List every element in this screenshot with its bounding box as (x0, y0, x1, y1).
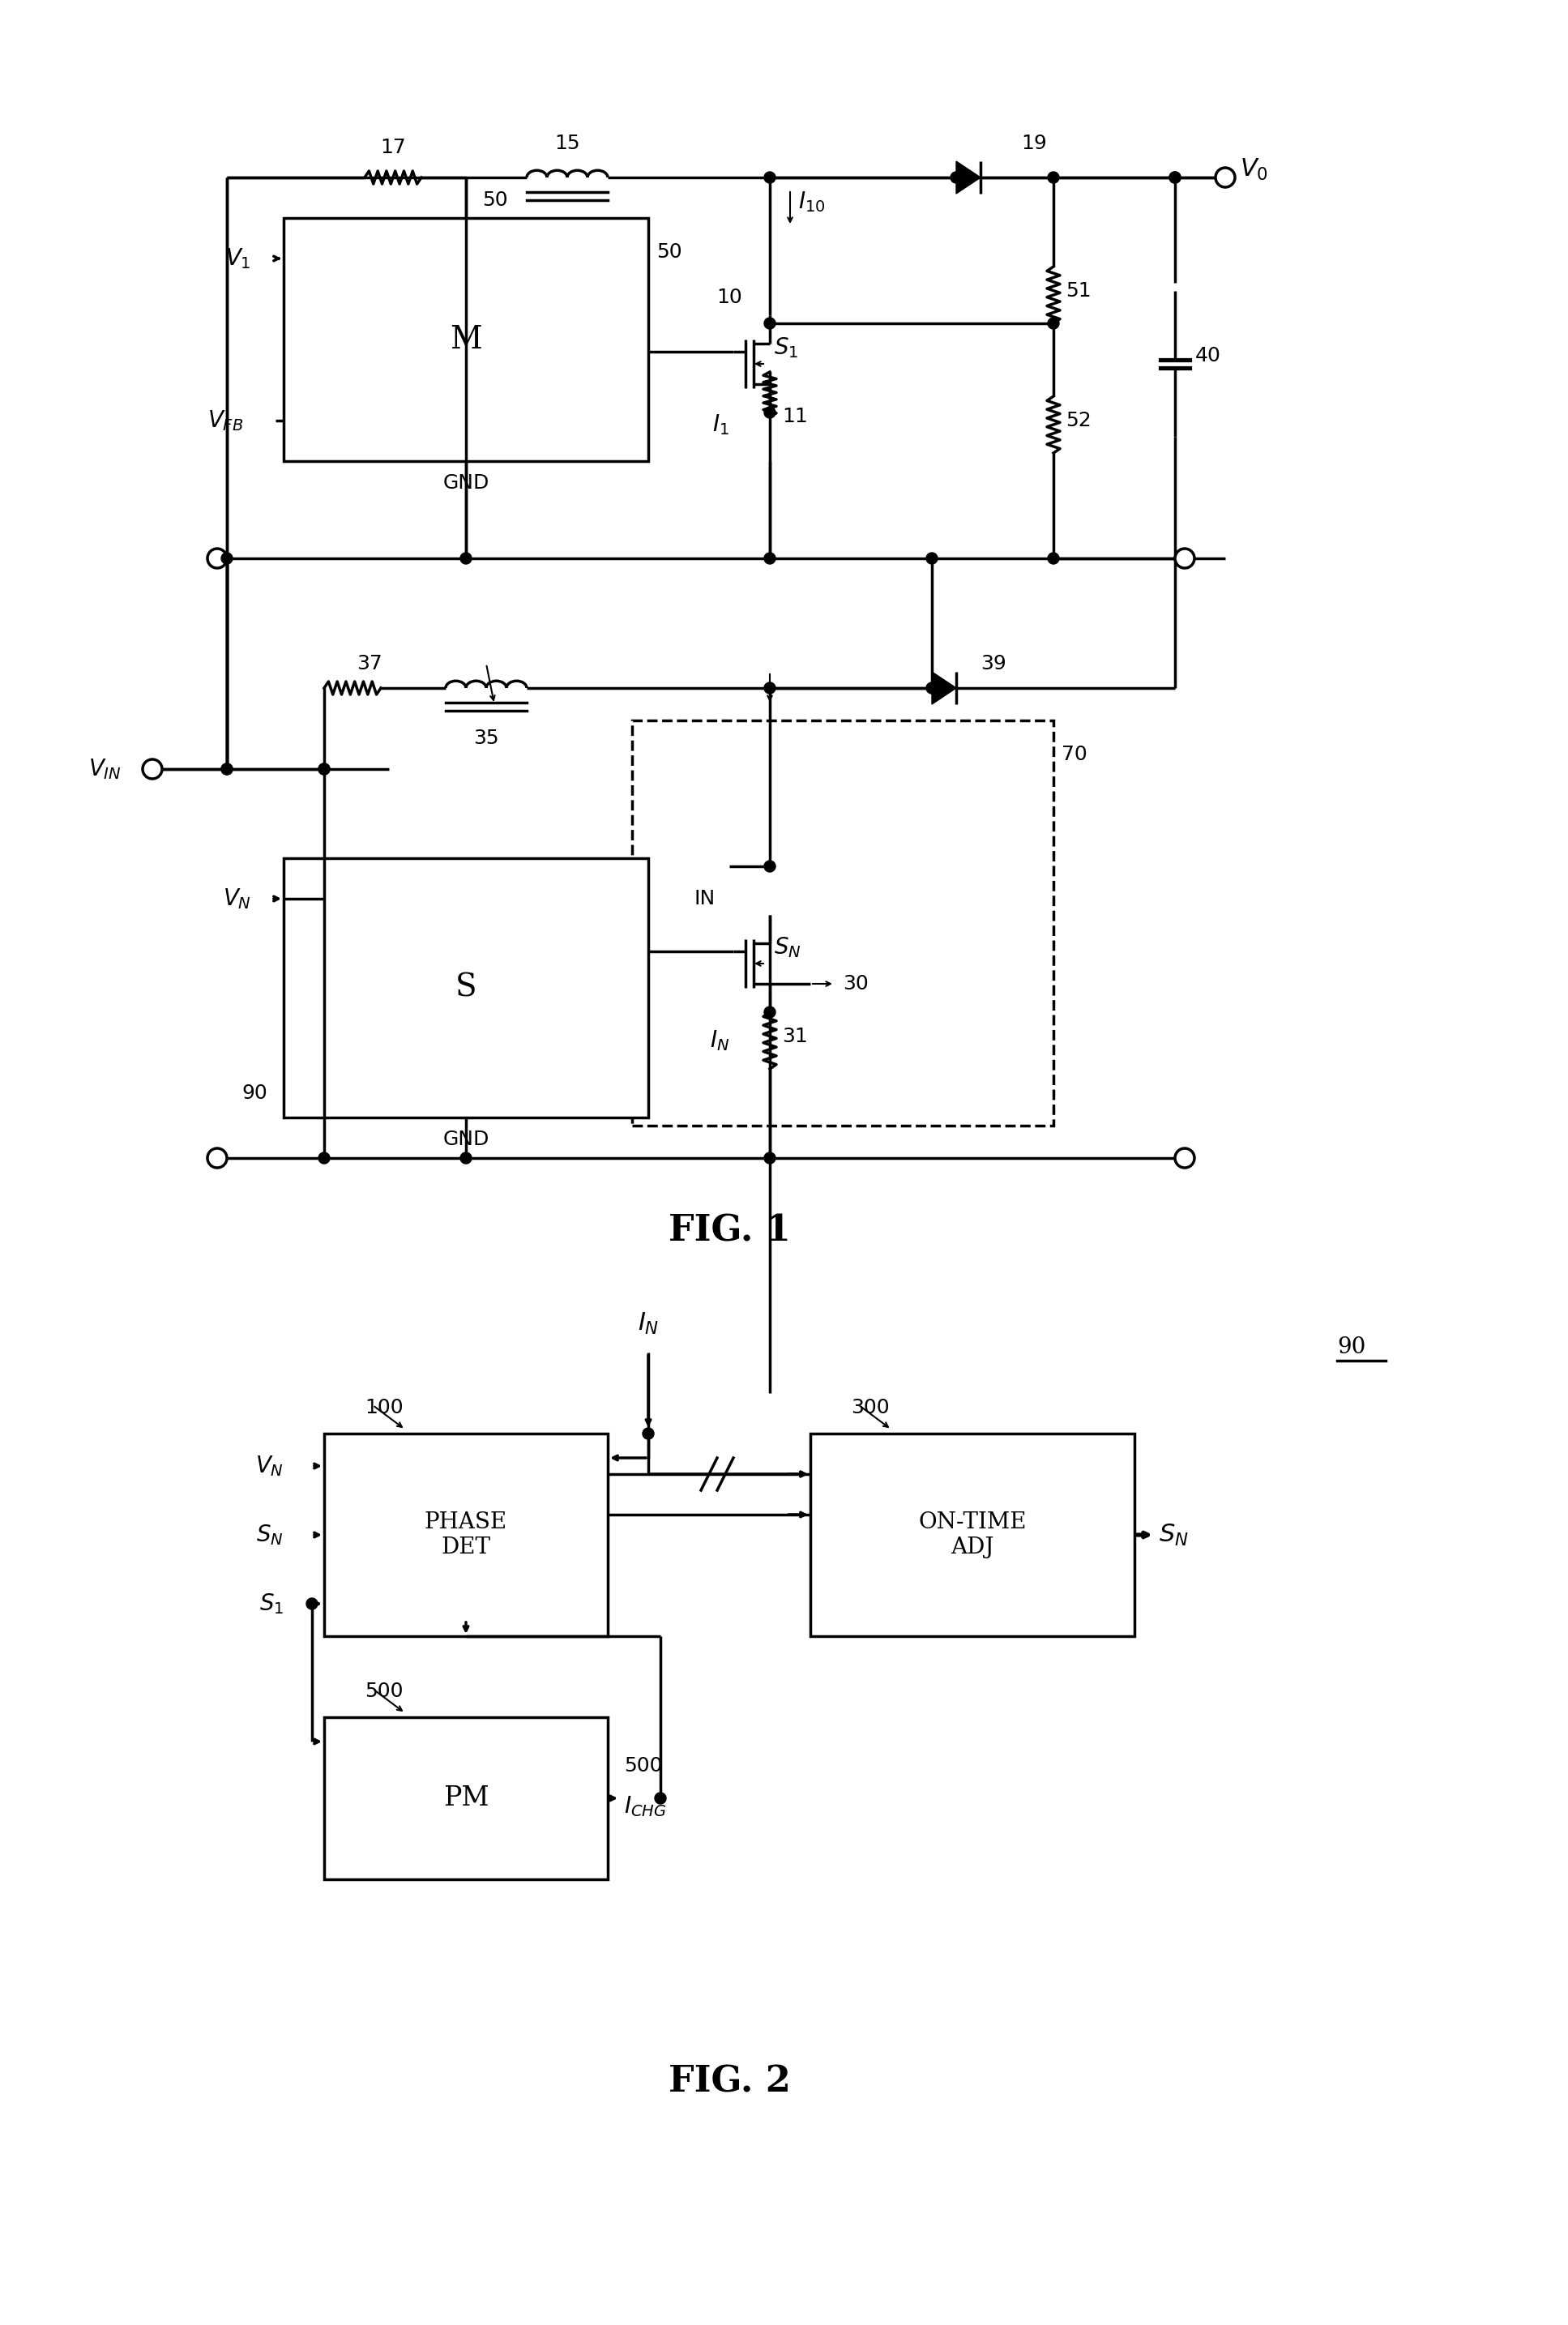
Circle shape (221, 763, 232, 774)
Circle shape (764, 172, 776, 184)
Circle shape (221, 553, 232, 565)
Polygon shape (956, 160, 980, 193)
Text: FIG. 2: FIG. 2 (668, 2065, 790, 2099)
Circle shape (1170, 172, 1181, 184)
Text: 11: 11 (782, 407, 808, 425)
Circle shape (950, 172, 961, 184)
Text: PHASE
DET: PHASE DET (425, 1511, 508, 1558)
Text: 37: 37 (356, 653, 383, 674)
Circle shape (643, 1428, 654, 1439)
Text: $S_N$: $S_N$ (256, 1523, 284, 1546)
Text: $S_1$: $S_1$ (775, 335, 798, 360)
Text: 52: 52 (1066, 412, 1091, 430)
Circle shape (764, 553, 776, 565)
Text: 90: 90 (1338, 1337, 1366, 1358)
Circle shape (1174, 1149, 1195, 1167)
Text: 39: 39 (980, 653, 1007, 674)
FancyBboxPatch shape (284, 858, 648, 1118)
Text: S: S (455, 972, 477, 1002)
Polygon shape (931, 672, 956, 704)
Text: 31: 31 (782, 1028, 808, 1046)
Text: $S_N$: $S_N$ (775, 935, 801, 960)
Circle shape (207, 549, 227, 567)
Text: 500: 500 (624, 1755, 662, 1776)
Circle shape (207, 1149, 227, 1167)
Text: 500: 500 (365, 1681, 403, 1702)
Text: $V_{FB}$: $V_{FB}$ (207, 409, 243, 432)
Circle shape (1170, 172, 1181, 184)
Text: $V_0$: $V_0$ (1240, 156, 1269, 181)
Text: 51: 51 (1066, 281, 1091, 300)
Text: 30: 30 (842, 974, 869, 993)
Circle shape (461, 553, 472, 565)
Circle shape (1047, 319, 1058, 330)
Text: ON-TIME
ADJ: ON-TIME ADJ (919, 1511, 1027, 1558)
FancyBboxPatch shape (325, 1435, 608, 1637)
Text: 70: 70 (1062, 744, 1087, 765)
Text: $I_N$: $I_N$ (710, 1028, 729, 1053)
Text: 90: 90 (241, 1083, 268, 1102)
Text: $S_1$: $S_1$ (259, 1593, 284, 1616)
FancyBboxPatch shape (811, 1435, 1135, 1637)
Text: $I_{CHG}$: $I_{CHG}$ (624, 1795, 666, 1818)
FancyBboxPatch shape (325, 1718, 608, 1879)
FancyBboxPatch shape (632, 721, 1054, 1125)
Circle shape (927, 681, 938, 693)
Circle shape (318, 763, 329, 774)
Text: 50: 50 (657, 242, 682, 263)
Circle shape (221, 763, 232, 774)
Circle shape (764, 860, 776, 872)
Text: 17: 17 (379, 137, 406, 158)
Text: 100: 100 (365, 1397, 403, 1418)
Circle shape (143, 760, 162, 779)
Circle shape (461, 1153, 472, 1165)
Circle shape (318, 1153, 329, 1165)
Circle shape (764, 1007, 776, 1018)
Text: PM: PM (442, 1786, 489, 1811)
Text: 35: 35 (474, 728, 499, 749)
Text: 19: 19 (1021, 135, 1047, 153)
Text: $V_N$: $V_N$ (256, 1453, 284, 1479)
Circle shape (764, 407, 776, 418)
Circle shape (764, 319, 776, 330)
Text: 10: 10 (717, 288, 742, 307)
Text: GND: GND (442, 1130, 489, 1149)
Circle shape (764, 681, 776, 693)
Circle shape (1215, 167, 1236, 188)
Text: $V_{IN}$: $V_{IN}$ (88, 758, 122, 781)
FancyBboxPatch shape (284, 219, 648, 460)
Circle shape (318, 763, 329, 774)
Circle shape (1047, 172, 1058, 184)
Text: 40: 40 (1195, 346, 1221, 365)
Circle shape (764, 1153, 776, 1165)
Text: $S_N$: $S_N$ (1159, 1523, 1189, 1548)
Text: $I_{10}$: $I_{10}$ (798, 191, 825, 214)
Text: $V_N$: $V_N$ (223, 886, 251, 911)
Circle shape (306, 1597, 318, 1609)
Circle shape (1174, 549, 1195, 567)
Text: GND: GND (442, 474, 489, 493)
Text: IN: IN (695, 888, 715, 909)
Text: $I_1$: $I_1$ (712, 412, 729, 437)
Circle shape (655, 1793, 666, 1804)
Text: M: M (450, 326, 481, 353)
Text: $V_1$: $V_1$ (226, 246, 251, 270)
Text: FIG. 1: FIG. 1 (668, 1214, 790, 1249)
Text: 300: 300 (851, 1397, 889, 1418)
Circle shape (927, 553, 938, 565)
Text: 50: 50 (481, 191, 508, 209)
Circle shape (1047, 553, 1058, 565)
Text: 15: 15 (555, 135, 580, 153)
Text: $I_N$: $I_N$ (638, 1311, 659, 1337)
